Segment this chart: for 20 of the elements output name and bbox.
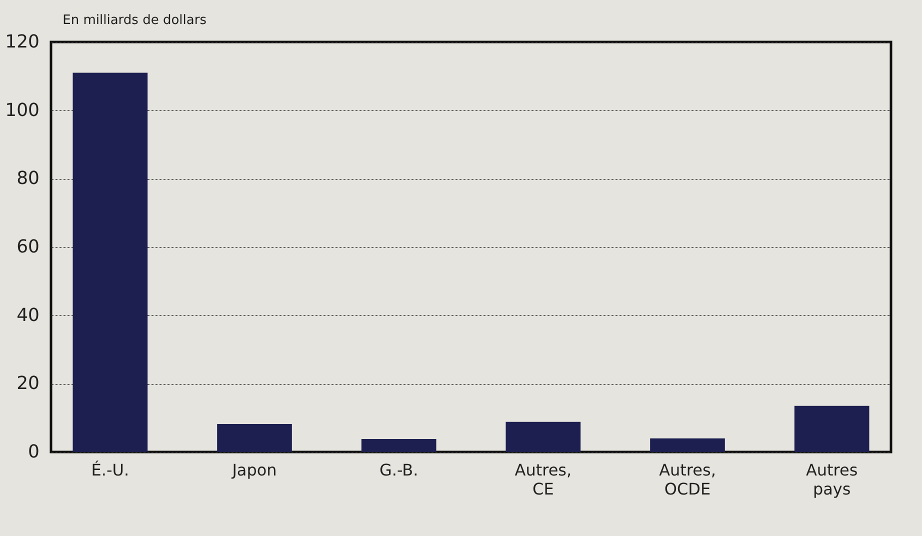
x-tick-label: Autres, CE <box>514 460 572 498</box>
x-tick-label: G.-B. <box>379 460 418 480</box>
x-tick-label: Japon <box>231 460 277 480</box>
x-tick-label: É.-U. <box>91 460 130 480</box>
bar <box>506 422 581 452</box>
y-tick-label: 80 <box>16 168 40 190</box>
x-tick-label: Autres, OCDE <box>659 460 716 498</box>
y-tick-label: 40 <box>16 304 40 326</box>
bar <box>217 424 292 452</box>
bar <box>72 72 148 452</box>
bar <box>361 439 436 452</box>
y-tick-label: 0 <box>28 442 40 462</box>
y-tick-label: 100 <box>5 100 40 121</box>
bar <box>650 438 725 452</box>
y-tick-label: 120 <box>5 32 40 52</box>
x-tick-label: Autres pays <box>806 460 858 498</box>
y-tick-label: 60 <box>16 236 40 258</box>
y-tick-label: 20 <box>16 373 40 394</box>
y-axis-title: En milliards de dollars <box>62 13 207 28</box>
bar <box>794 406 870 452</box>
